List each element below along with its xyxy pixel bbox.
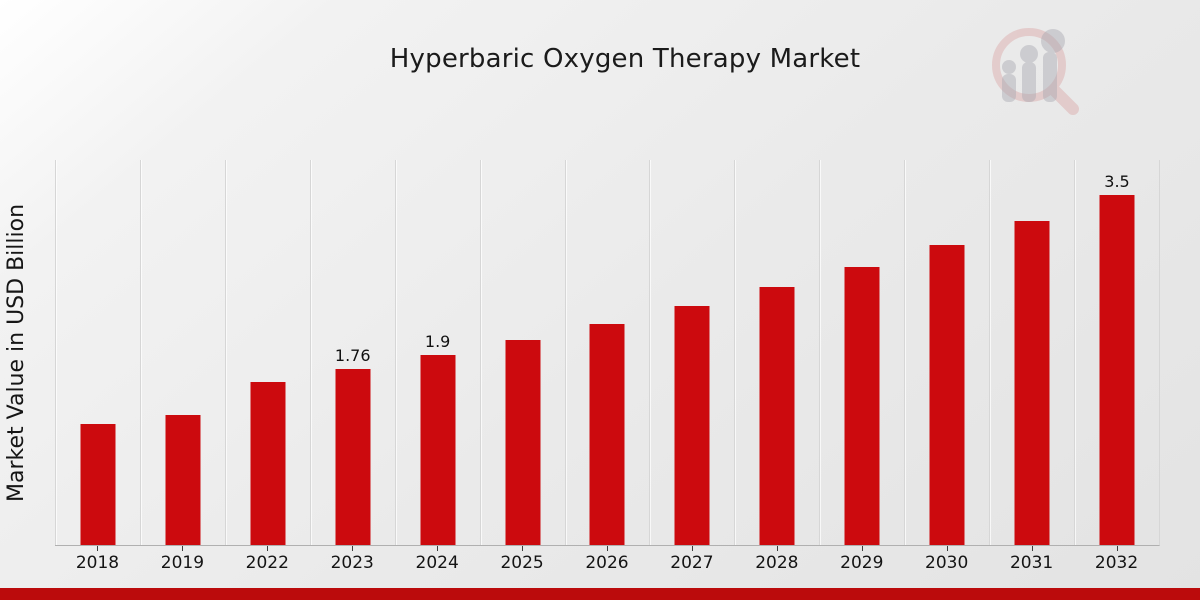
bar-2030: [929, 245, 965, 545]
grid-column-2022: [224, 160, 310, 545]
magnifier-ring-icon: [992, 28, 1066, 102]
footer-red-band: [0, 588, 1200, 600]
x-tick-label-2029: 2029: [819, 546, 904, 573]
plot-area: 1.76 1.9 3.5: [55, 160, 1160, 546]
x-tick-label-2031: 2031: [989, 546, 1074, 573]
grid-column-2032: 3.5: [1074, 160, 1159, 545]
bar-2028: [759, 287, 795, 545]
tick-mark: [182, 546, 184, 551]
tick-mark: [1116, 546, 1118, 551]
tick-mark: [97, 546, 99, 551]
x-tick-label-2032: 2032: [1074, 546, 1159, 573]
x-tick-label-2024: 2024: [395, 546, 480, 573]
grid-column-2028: [734, 160, 819, 545]
bar-2025: [505, 340, 541, 545]
bar-2032: [1099, 195, 1135, 545]
bar-2026: [589, 324, 625, 545]
x-tick-label-2025: 2025: [480, 546, 565, 573]
bar-2018: [80, 424, 116, 545]
bar-2027: [674, 306, 710, 545]
grid-column-2027: [649, 160, 734, 545]
tick-mark: [352, 546, 354, 551]
x-axis-labels-row: 2018 2019 2022 2023 2024 2025 2026 2027 2028 2029…: [55, 546, 1159, 573]
magnifier-bar-chart-logo: [992, 28, 1079, 115]
grid-column-2018: [55, 160, 140, 545]
tick-mark: [861, 546, 863, 551]
y-axis-label: Market Value in USD Billion: [4, 203, 29, 502]
bar-2024: [420, 355, 456, 545]
value-label-2032: 3.5: [1104, 172, 1130, 191]
tick-mark: [946, 546, 948, 551]
grid-column-2024: 1.9: [394, 160, 480, 545]
magnifier-handle-icon: [1048, 84, 1079, 115]
figure-head-icon: [1041, 29, 1065, 53]
figure-bar-icon: [1043, 52, 1057, 102]
tick-mark: [691, 546, 693, 551]
grid-column-2023: 1.76: [309, 160, 395, 545]
tick-mark: [267, 546, 269, 551]
figure-bar-icon: [1002, 74, 1016, 102]
x-tick-label-2019: 2019: [140, 546, 225, 573]
bar-2023: [335, 369, 371, 545]
x-tick-label-2023: 2023: [310, 546, 395, 573]
grid-column-2019: [139, 160, 225, 545]
grid-column-2031: [989, 160, 1074, 545]
x-tick-label-2022: 2022: [225, 546, 310, 573]
tick-mark: [522, 546, 524, 551]
bar-2029: [844, 267, 880, 545]
x-tick-label-2030: 2030: [904, 546, 989, 573]
figure-head-icon: [1002, 60, 1016, 74]
x-tick-label-2026: 2026: [565, 546, 650, 573]
x-tick-label-2027: 2027: [649, 546, 734, 573]
value-label-2023: 1.76: [334, 346, 371, 365]
x-tick-label-2028: 2028: [734, 546, 819, 573]
value-label-2024: 1.9: [424, 332, 451, 351]
figure-bar-icon: [1022, 62, 1036, 102]
grid-column-2026: [564, 160, 650, 545]
tick-mark: [1031, 546, 1033, 551]
x-tick-label-2018: 2018: [55, 546, 140, 573]
tick-mark: [776, 546, 778, 551]
bar-2031: [1014, 221, 1050, 545]
tick-mark: [437, 546, 439, 551]
bar-2022: [250, 382, 286, 545]
grid-column-2029: [819, 160, 904, 545]
figure-head-icon: [1020, 45, 1038, 63]
grid-column-2025: [479, 160, 565, 545]
bar-2019: [165, 415, 201, 545]
tick-mark: [606, 546, 608, 551]
grid-column-2030: [904, 160, 989, 545]
chart-title: Hyperbaric Oxygen Therapy Market: [389, 44, 861, 74]
